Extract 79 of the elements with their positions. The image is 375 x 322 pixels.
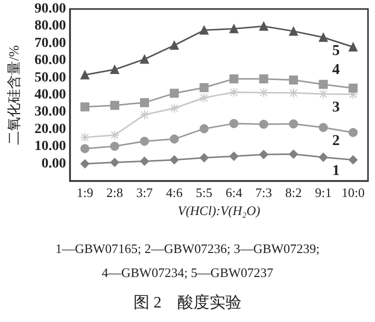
point xyxy=(199,92,210,103)
point xyxy=(200,124,209,134)
point xyxy=(140,110,150,120)
point xyxy=(170,155,179,164)
point xyxy=(169,103,180,114)
x-axis-title: V(HCl):V(H₂O) xyxy=(178,203,260,218)
x-tick-label: 10:0 xyxy=(342,185,365,200)
point xyxy=(140,136,149,146)
point xyxy=(80,144,90,154)
point xyxy=(140,98,149,108)
point xyxy=(289,26,298,36)
point xyxy=(140,156,149,166)
x-tick-label: 6:4 xyxy=(226,185,243,200)
y-tick-label: 10.00 xyxy=(34,139,66,154)
point xyxy=(200,26,209,35)
point xyxy=(200,83,209,92)
point xyxy=(110,130,120,140)
point xyxy=(318,80,328,89)
point xyxy=(80,159,90,168)
text: 图 2 酸度实验 xyxy=(134,294,242,312)
point xyxy=(289,150,298,159)
point xyxy=(318,32,328,42)
point xyxy=(348,128,358,137)
point xyxy=(229,74,238,84)
point xyxy=(259,74,268,84)
point xyxy=(289,119,298,128)
point xyxy=(80,102,90,112)
point xyxy=(318,152,328,162)
y-tick-label: 40.00 xyxy=(34,88,66,102)
x-tick-label: 9:1 xyxy=(314,185,332,200)
x-tick-label: 7:3 xyxy=(255,185,272,200)
y-tick-label: 70.00 xyxy=(34,36,66,51)
point xyxy=(318,88,328,99)
point xyxy=(229,24,238,34)
point xyxy=(110,100,120,110)
point xyxy=(348,84,358,93)
point xyxy=(259,22,268,31)
point xyxy=(228,87,239,98)
point xyxy=(170,134,179,144)
series-label: 5 xyxy=(332,42,340,59)
point xyxy=(318,123,328,132)
text: 4—GBW07234; 5—GBW07237 xyxy=(102,265,274,280)
series-label: 4 xyxy=(332,62,340,78)
point xyxy=(80,132,90,142)
point xyxy=(288,88,298,98)
point xyxy=(140,54,149,64)
x-tick-label: 1:9 xyxy=(76,185,94,200)
series-label: 3 xyxy=(332,99,340,116)
point xyxy=(229,119,238,128)
point xyxy=(80,70,90,80)
y-tick-label: 90.00 xyxy=(34,2,66,16)
y-tick-label: 50.00 xyxy=(34,70,66,86)
point xyxy=(348,155,358,164)
point xyxy=(259,150,268,160)
point xyxy=(258,88,269,98)
y-tick-label: 20.00 xyxy=(34,122,66,137)
point xyxy=(229,152,238,161)
y-axis-title: 二氧化硅含量/% xyxy=(6,44,22,145)
point xyxy=(170,40,179,50)
x-tick-label: 5:5 xyxy=(196,185,212,200)
point xyxy=(200,153,209,162)
point xyxy=(348,42,358,52)
x-tick-label: 8:2 xyxy=(285,185,302,200)
y-tick-label: 30.00 xyxy=(34,104,66,120)
series-label: 1 xyxy=(332,162,340,179)
point xyxy=(289,76,298,85)
y-tick-label: 0.00 xyxy=(42,156,66,172)
point xyxy=(110,158,120,167)
series-label: 2 xyxy=(332,133,340,150)
point xyxy=(259,120,268,129)
y-tick-label: 60.00 xyxy=(34,53,66,68)
point xyxy=(110,65,120,74)
x-tick-label: 2:8 xyxy=(106,185,124,200)
text: 1—GBW07165; 2—GBW07236; 3—GBW07239; xyxy=(55,241,320,256)
x-tick-label: 3:7 xyxy=(136,185,154,200)
x-tick-label: 4:6 xyxy=(166,185,184,200)
y-tick-label: 80.00 xyxy=(34,18,66,34)
point xyxy=(170,88,179,98)
point xyxy=(110,142,120,151)
